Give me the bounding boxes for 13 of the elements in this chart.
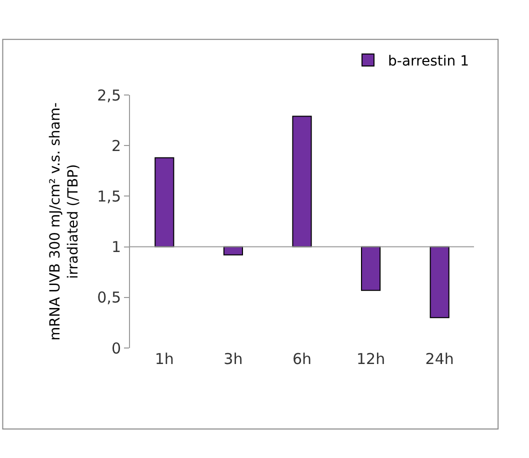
y-tick-label: 2: [111, 136, 121, 155]
y-tick-label: 1: [111, 238, 121, 256]
y-tick-label: 1,5: [97, 187, 121, 206]
y-tick-label: 0,5: [97, 288, 121, 307]
y-axis-title: mRNA UVB 300 mJ/cm² v.s. sham- irradiated (/TBP): [48, 102, 82, 341]
x-tick-label: 12h: [356, 350, 386, 368]
y-tick-label: 0: [111, 339, 121, 358]
x-tick-label: 6h: [292, 350, 312, 368]
x-tick-label: 1h: [154, 350, 174, 368]
y-tick-label: 2,5: [97, 86, 121, 104]
x-tick-label: 24h: [425, 350, 454, 368]
legend-label: b-arrestin 1: [388, 53, 469, 70]
x-tick-label: 3h: [224, 350, 243, 368]
